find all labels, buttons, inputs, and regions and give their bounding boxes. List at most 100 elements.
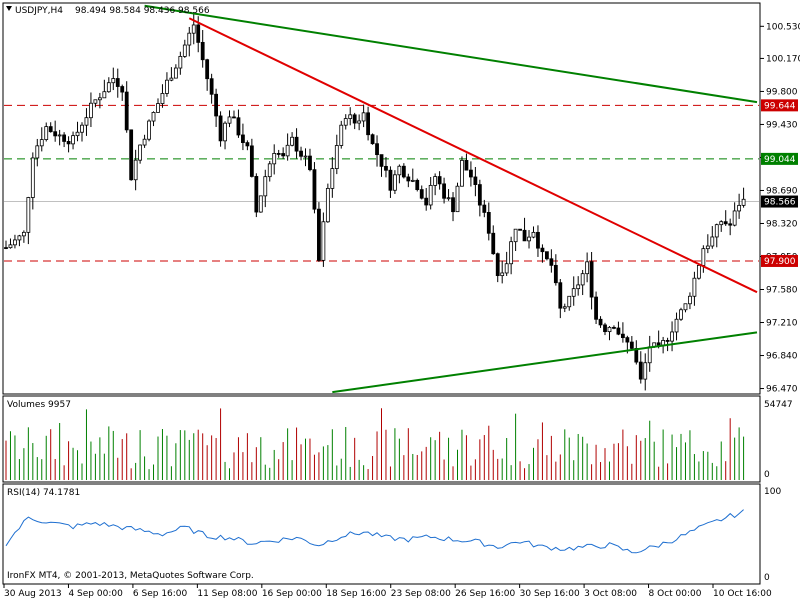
candle-body xyxy=(527,236,531,242)
candle-body xyxy=(321,221,326,261)
candle-body xyxy=(665,340,670,342)
current-price-box xyxy=(761,195,798,208)
candle-body xyxy=(620,333,625,339)
time-tick-label: 3 Oct 08:00 xyxy=(584,589,637,599)
candle-body xyxy=(294,136,299,152)
candle-body xyxy=(102,91,107,99)
candle-body xyxy=(89,102,93,119)
candle-body xyxy=(62,134,67,142)
candle-body xyxy=(719,221,724,226)
candle-body xyxy=(236,117,241,136)
candle-body xyxy=(254,176,259,213)
candle-body xyxy=(71,135,75,145)
candles xyxy=(4,12,746,391)
trendlines[interactable] xyxy=(144,4,758,394)
candle-body xyxy=(276,153,281,155)
candle-body xyxy=(285,144,290,157)
candle-body xyxy=(227,116,232,124)
price-tick-label: 98.690 xyxy=(766,186,798,196)
time-tick-label: 10 Oct 16:00 xyxy=(713,589,772,599)
candle-body xyxy=(165,79,169,94)
level-price-box xyxy=(761,254,798,267)
candle-body xyxy=(290,136,294,146)
candle-body xyxy=(133,159,138,181)
candle-body xyxy=(21,231,26,237)
price-tick-label: 100.170 xyxy=(766,54,800,64)
candle-body xyxy=(308,155,312,171)
candle-body xyxy=(245,142,250,147)
candle-body xyxy=(571,288,576,297)
candle-body xyxy=(106,82,111,93)
candle-body xyxy=(670,331,674,342)
candle-body xyxy=(683,303,688,311)
candle-body xyxy=(334,145,339,169)
candle-body xyxy=(576,284,581,290)
candle-body xyxy=(317,208,321,261)
candle-body xyxy=(616,327,621,335)
candle-body xyxy=(562,306,567,309)
time-axis: 30 Aug 2013 4 Sep 00:00 6 Sep 16:00 11 Sep … xyxy=(3,584,772,599)
candle-body xyxy=(17,235,22,241)
candle-body xyxy=(477,184,482,206)
candle-body xyxy=(482,204,487,213)
candle-body xyxy=(567,295,572,308)
candle-body xyxy=(348,114,353,119)
candle-body xyxy=(8,244,13,249)
candle-body xyxy=(643,362,648,380)
trendline xyxy=(332,331,758,394)
candle-body xyxy=(638,361,643,380)
candle-body xyxy=(464,160,469,171)
candle-body xyxy=(214,93,219,117)
candle-body xyxy=(30,157,35,198)
trendline xyxy=(188,17,758,294)
price-tick-label: 97.580 xyxy=(766,286,798,296)
candle-body xyxy=(357,120,362,124)
candle-body xyxy=(330,168,335,189)
rsi-line xyxy=(5,509,744,554)
candle-body xyxy=(379,154,384,167)
candle-body xyxy=(124,91,129,131)
candle-body xyxy=(580,273,585,286)
candle-body xyxy=(384,165,388,171)
candle-body xyxy=(53,131,58,137)
candle-body xyxy=(522,229,527,242)
candle-body xyxy=(93,99,98,104)
candle-body xyxy=(688,295,692,305)
candle-body xyxy=(723,221,728,225)
candle-body xyxy=(223,122,227,142)
candle-body xyxy=(544,251,549,260)
candle-body xyxy=(406,176,411,182)
candle-body xyxy=(701,248,706,266)
candle-body xyxy=(366,112,370,136)
candle-body xyxy=(424,197,429,206)
trendline xyxy=(144,4,758,104)
candle-body xyxy=(343,118,348,126)
ohlc-label: 98.494 98.584 98.436 98.566 xyxy=(75,6,210,16)
candle-body xyxy=(200,41,205,61)
candle-body xyxy=(84,117,89,126)
candle-body xyxy=(446,197,451,200)
candle-body xyxy=(460,160,464,187)
candle-body xyxy=(419,189,424,199)
candle-body xyxy=(299,150,303,157)
candle-body xyxy=(415,179,420,190)
candle-body xyxy=(178,55,183,69)
price-tick-label: 97.210 xyxy=(766,319,798,329)
candle-body xyxy=(375,143,379,156)
candle-body xyxy=(57,134,62,137)
candle-body xyxy=(437,176,442,185)
chevron-down-icon[interactable] xyxy=(6,6,12,11)
candle-body xyxy=(603,324,607,333)
candle-body xyxy=(352,114,357,124)
candle-body xyxy=(401,165,406,178)
candle-body xyxy=(442,183,446,199)
candle-body xyxy=(325,187,330,223)
candle-body xyxy=(303,155,308,158)
candle-body xyxy=(741,198,746,206)
candle-body xyxy=(513,228,518,243)
candle-body xyxy=(661,340,666,346)
volume-min-label: 0 xyxy=(764,470,770,480)
candle-body xyxy=(13,239,17,246)
candle-body xyxy=(433,176,438,186)
